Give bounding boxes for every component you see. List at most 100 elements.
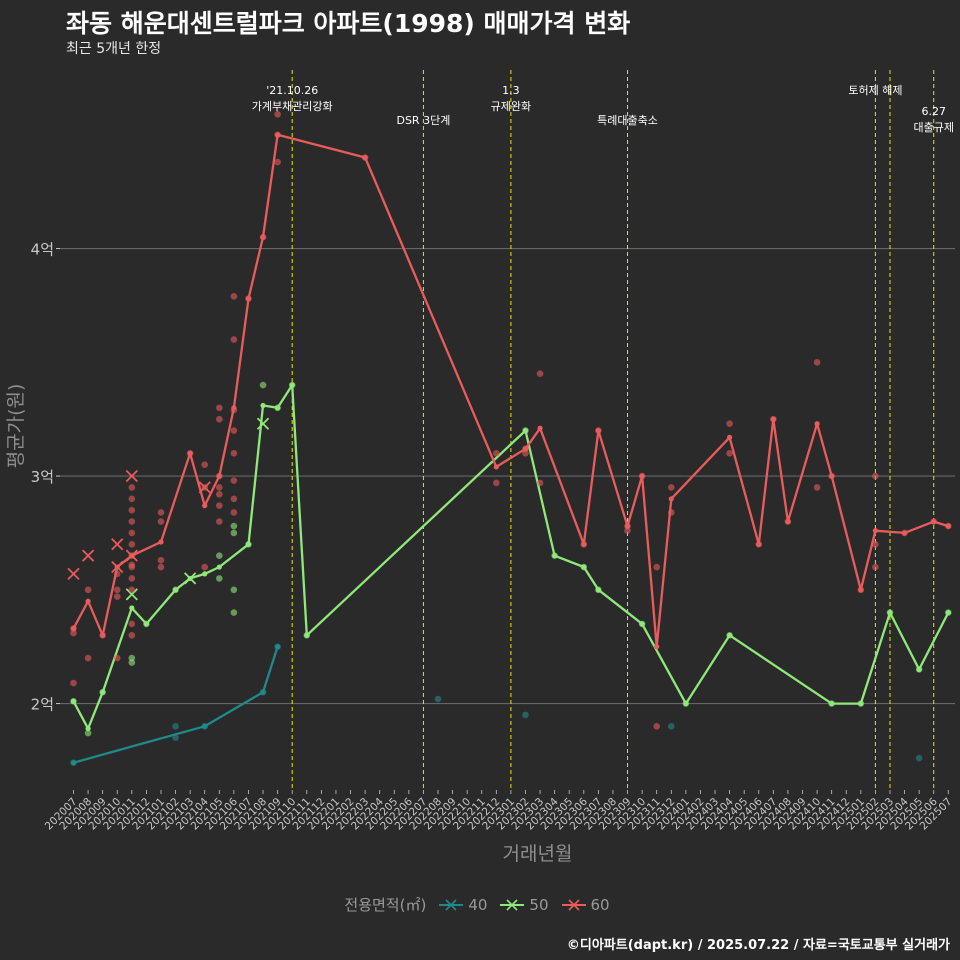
series-line-40 (73, 646, 279, 764)
cross-marker-50 (125, 588, 138, 601)
cross-stroke (111, 560, 124, 574)
series-line-60 (72, 133, 949, 648)
data-point-50 (128, 654, 136, 662)
data-point-60 (128, 561, 136, 569)
line-vertex-40 (202, 723, 208, 729)
line-vertex-60 (522, 446, 529, 452)
data-point-60 (216, 484, 223, 491)
line-vertex-50 (172, 587, 179, 593)
line-vertex-50 (683, 700, 689, 707)
cross-marker-60 (198, 481, 211, 494)
legend-title: 전용면적(㎡) (344, 896, 427, 914)
cross-stroke (184, 572, 197, 585)
cross-marker-60 (125, 469, 138, 483)
line-vertex-50 (245, 541, 252, 547)
line-vertex-50 (552, 553, 558, 559)
line-vertex-60 (901, 530, 908, 536)
data-point-60 (813, 359, 821, 366)
event-label-line: DSR 3단계 (396, 114, 450, 127)
data-point-60 (872, 472, 879, 480)
data-point-60 (872, 541, 879, 548)
line-vertex-60 (581, 541, 587, 547)
point-layer (67, 111, 952, 766)
line-vertex-60 (872, 528, 879, 534)
legend-item-60: 60 (561, 896, 616, 914)
data-point-50 (230, 529, 238, 537)
line-vertex-60 (595, 427, 601, 434)
legend-key-60 (561, 898, 586, 911)
line-vertex-50 (216, 564, 222, 570)
data-point-60 (536, 370, 544, 377)
line-vertex-60 (70, 625, 77, 632)
line-vertex-50 (595, 587, 601, 593)
line-vertex-50 (945, 609, 951, 616)
y-tick-label: 3억 (31, 468, 54, 486)
data-point-60 (653, 563, 660, 571)
line-layer (72, 133, 950, 764)
data-point-60 (128, 484, 136, 491)
line-vertex-60 (624, 523, 631, 529)
data-point-60 (230, 450, 238, 457)
data-point-60 (274, 158, 281, 166)
line-vertex-50 (129, 605, 135, 611)
data-point-60 (493, 450, 500, 457)
line-vertex-60 (814, 421, 820, 427)
data-point-40 (915, 754, 923, 762)
line-vertex-60 (362, 154, 368, 161)
line-vertex-60 (537, 425, 543, 431)
data-point-40 (522, 711, 529, 719)
data-point-60 (653, 723, 660, 730)
data-point-40 (667, 723, 675, 730)
line-vertex-60 (100, 632, 106, 638)
data-point-60 (113, 570, 121, 578)
cross-marker-60 (67, 567, 80, 581)
line-vertex-60 (668, 496, 674, 502)
cross-stroke (67, 567, 80, 581)
line-vertex-50 (289, 382, 295, 388)
line-vertex-50 (727, 632, 733, 638)
line-vertex-50 (858, 700, 864, 707)
data-point-60 (667, 509, 675, 516)
data-point-40 (172, 734, 179, 741)
legend-item-40: 40 (438, 896, 493, 914)
line-vertex-60 (770, 416, 776, 422)
cross-marker-50 (256, 417, 270, 430)
event-label-line: 6.27 (921, 105, 946, 118)
data-point-60 (113, 593, 121, 600)
data-point-60 (624, 527, 631, 534)
data-point-50 (230, 586, 238, 594)
series-line-50 (72, 383, 950, 730)
data-point-50 (216, 552, 223, 559)
axis-layer: 2억3억4억2020072020082020092020102020112020… (5, 241, 954, 865)
data-point-50 (230, 522, 238, 530)
y-tick-label: 4억 (31, 241, 54, 259)
line-vertex-50 (202, 571, 208, 577)
line-vertex-40 (70, 760, 77, 766)
event-label-line: 특례대출축소 (597, 114, 658, 127)
event-label-line: 규제완화 (491, 100, 531, 113)
line-vertex-40 (275, 644, 281, 650)
data-point-60 (230, 293, 238, 300)
event-label: DSR 3단계 (396, 114, 450, 127)
data-point-60 (872, 563, 879, 571)
line-vertex-50 (887, 609, 893, 616)
event-label: 6.27 대출규제 (913, 105, 953, 134)
line-vertex-60 (202, 503, 208, 509)
line-vertex-60 (858, 587, 864, 593)
event-label: 특례대출축소 (597, 114, 658, 127)
line-vertex-40 (260, 689, 266, 695)
data-point-60 (813, 484, 821, 491)
data-point-60 (230, 336, 238, 343)
line-vertex-60 (216, 473, 222, 479)
legend-label-50: 50 (529, 895, 549, 914)
event-label: 토허제 해제 (848, 83, 902, 97)
line-vertex-50 (70, 698, 77, 704)
data-point-60 (128, 620, 136, 628)
data-point-60 (216, 518, 223, 525)
data-point-60 (157, 518, 165, 525)
line-vertex-60 (275, 132, 281, 138)
data-point-60 (230, 477, 238, 484)
data-point-50 (84, 729, 92, 737)
line-vertex-60 (931, 518, 937, 525)
